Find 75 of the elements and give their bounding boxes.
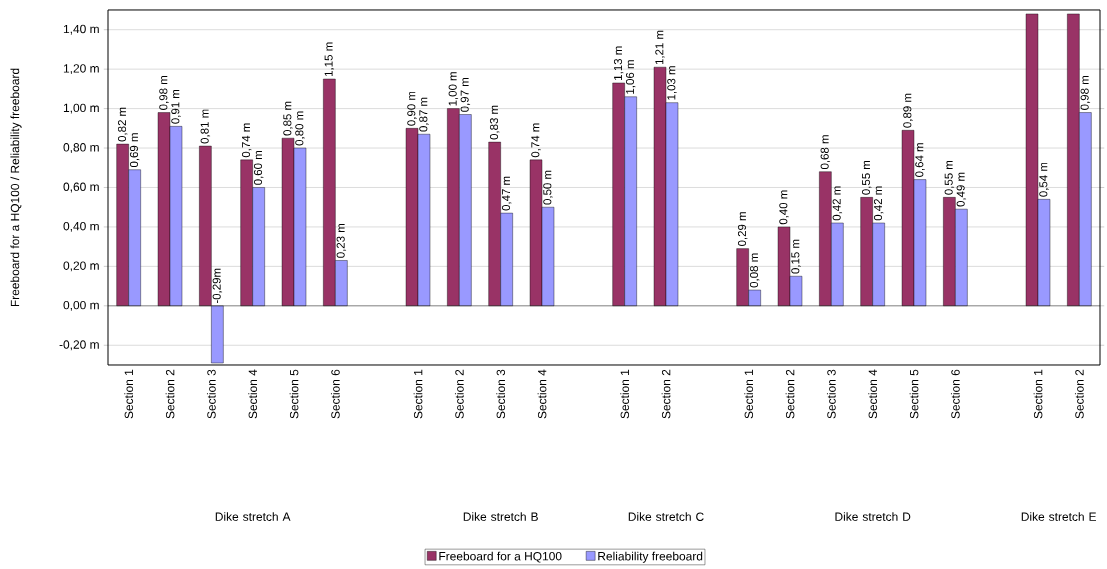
data-label: 0,47 m bbox=[501, 176, 512, 211]
x-tick-label: Section 1 bbox=[413, 369, 423, 419]
data-label: 0,49 m bbox=[956, 172, 967, 207]
x-tick-label: Section 3 bbox=[826, 369, 836, 419]
x-tick-label: Section 5 bbox=[909, 369, 919, 419]
data-label: 0,74 m bbox=[241, 123, 252, 158]
text: Dike stretch B bbox=[463, 512, 538, 521]
y-tick-label: 0,60 m bbox=[63, 182, 99, 193]
data-label: 0,08 m bbox=[749, 253, 760, 288]
text: Dike stretch A bbox=[215, 512, 291, 521]
legend-label: Freeboard for a HQ100 bbox=[439, 551, 562, 563]
x-tick-label: Section 5 bbox=[289, 369, 299, 419]
data-label: 0,54 m bbox=[1039, 162, 1049, 197]
y-tick-label: 1,40 m bbox=[63, 24, 99, 35]
data-label: 0,50 m bbox=[543, 170, 553, 205]
data-label: 0,23 m bbox=[336, 224, 347, 258]
x-tick-label: Section 2 bbox=[165, 369, 175, 419]
x-tick-label: Section 4 bbox=[868, 369, 878, 419]
data-label: 0,74 m bbox=[531, 123, 541, 158]
y-tick-label: 1,00 m bbox=[63, 103, 99, 114]
x-tick-label: Section 2 bbox=[1074, 369, 1084, 419]
data-label: 1,13 m bbox=[613, 46, 624, 80]
data-label: 1,06 m bbox=[625, 60, 636, 94]
x-tick-label: Section 6 bbox=[950, 369, 960, 419]
data-label: 0,81 m bbox=[200, 109, 211, 144]
y-axis-title: Freeboard for a HQ100 / Reliability freeboard bbox=[10, 68, 22, 307]
y-tick-label: 0,00 m bbox=[63, 300, 99, 311]
data-label: 0,89 m bbox=[903, 93, 913, 128]
data-label: 0,83 m bbox=[489, 105, 500, 140]
data-label: 0,29 m bbox=[737, 212, 748, 246]
legend-label: Reliability freeboard bbox=[598, 551, 703, 563]
x-tick-label: Section 6 bbox=[330, 369, 340, 419]
x-tick-label: Section 2 bbox=[785, 369, 795, 419]
x-tick-label: Section 1 bbox=[620, 369, 630, 419]
data-label: 1,21 m bbox=[655, 30, 665, 65]
data-label: 0,98 m bbox=[159, 76, 169, 110]
data-label: 0,69 m bbox=[129, 133, 140, 168]
x-tick-label: Section 3 bbox=[496, 369, 506, 419]
x-tick-label: Section 4 bbox=[537, 369, 547, 419]
data-label: 0,90 m bbox=[407, 91, 417, 126]
x-tick-label: Section 1 bbox=[1033, 369, 1043, 419]
data-label: 0,80 m bbox=[295, 111, 305, 146]
x-tick-label: Section 1 bbox=[124, 369, 134, 419]
data-label: 0,42 m bbox=[873, 186, 884, 221]
y-tick-label: 0,40 m bbox=[63, 221, 99, 232]
y-tick-label: 0,80 m bbox=[63, 143, 99, 153]
data-label: 1,00 m bbox=[448, 72, 459, 106]
data-label: 0,15 m bbox=[791, 239, 801, 274]
data-label: 0,87 m bbox=[419, 97, 429, 132]
text: Dike stretch C bbox=[628, 512, 704, 521]
data-label: 0,60 m bbox=[253, 151, 264, 185]
x-tick-label: Section 3 bbox=[206, 369, 216, 419]
text: Dike stretch D bbox=[835, 512, 911, 521]
data-label: 0,55 m bbox=[861, 160, 872, 195]
data-label: 0,42 m bbox=[832, 186, 843, 221]
data-label: 0,82 m bbox=[117, 107, 128, 142]
y-tick-label: 0,20 m bbox=[63, 261, 99, 272]
y-tick-label: 1,20 m bbox=[63, 64, 99, 75]
data-label: 0,85 m bbox=[283, 101, 293, 136]
data-label: 1,03 m bbox=[667, 66, 677, 100]
data-label: 0,98 m bbox=[1080, 76, 1091, 110]
x-tick-label: Section 2 bbox=[661, 369, 671, 419]
x-tick-label: Section 4 bbox=[248, 369, 258, 419]
data-label: 0,68 m bbox=[820, 135, 831, 170]
data-label: 0,55 m bbox=[944, 160, 955, 195]
y-tick-label: -0,20 m bbox=[59, 340, 99, 351]
x-tick-label: Section 2 bbox=[454, 369, 464, 419]
text: Dike stretch E bbox=[1021, 512, 1096, 521]
x-tick-label: Section 1 bbox=[744, 369, 754, 419]
data-label: -0,29m bbox=[212, 268, 223, 304]
data-label: 0,64 m bbox=[915, 143, 925, 177]
data-label: 0,91 m bbox=[171, 89, 181, 124]
data-label: 0,40 m bbox=[779, 190, 789, 225]
data-label: 1,15 m bbox=[324, 42, 335, 76]
data-label: 0,97 m bbox=[460, 78, 471, 112]
